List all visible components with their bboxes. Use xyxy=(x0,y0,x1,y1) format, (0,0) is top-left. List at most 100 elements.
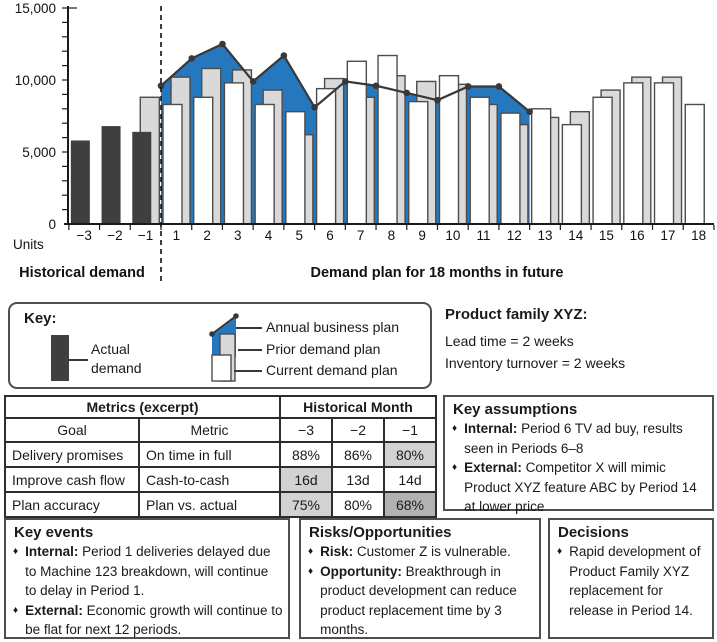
historical-caption: Historical demand xyxy=(19,265,145,281)
y-tick-label: 10,000 xyxy=(15,73,56,88)
key-title: Key: xyxy=(24,310,57,327)
risks-opportunities-title: Risks/Opportunities xyxy=(309,524,452,541)
x-tick-label: 3 xyxy=(234,228,242,243)
future-caption: Demand plan for 18 months in future xyxy=(311,265,564,281)
plans-swatch-icon xyxy=(209,313,239,382)
list-item: ♦ Opportunity: Breakthrough in product d… xyxy=(301,562,539,640)
list-item: ♦ Internal: Period 6 TV ad buy, results … xyxy=(445,419,712,458)
key-connector xyxy=(234,370,262,372)
col-header-metric: Metric xyxy=(138,417,281,443)
bar-current-plan xyxy=(223,82,245,225)
decisions-title: Decisions xyxy=(558,524,629,541)
metrics-table: Metrics (excerpt) Historical Month Goal … xyxy=(4,395,437,518)
annual-plan-marker xyxy=(280,52,288,59)
list-item: ♦ Risk: Customer Z is vulnerable. xyxy=(301,542,539,562)
value-cell: 68% xyxy=(383,491,437,518)
x-tick-label: 10 xyxy=(445,228,460,243)
metric-cell: On time in full xyxy=(138,441,281,468)
key-prior-label: Prior demand plan xyxy=(266,341,381,357)
metrics-header-left: Metrics (excerpt) xyxy=(4,395,281,419)
x-tick-label: 1 xyxy=(173,228,181,243)
annual-plan-marker xyxy=(342,78,349,85)
x-tick-label: 5 xyxy=(295,228,303,243)
annual-business-plan-area xyxy=(161,44,530,224)
col-header-m3: −3 xyxy=(279,417,333,443)
bar-current-plan xyxy=(193,96,214,225)
bar-current-plan xyxy=(530,108,552,225)
value-cell: 75% xyxy=(279,491,333,518)
diamond-bullet-icon: ♦ xyxy=(557,546,563,557)
key-current-label: Current demand plan xyxy=(266,362,398,378)
list-item: ♦ External: Economic growth will continu… xyxy=(6,601,288,640)
annual-plan-marker xyxy=(188,55,196,62)
goal-cell: Plan accuracy xyxy=(4,491,140,518)
actual-demand-swatch-icon xyxy=(51,335,69,381)
col-header-m1: −1 xyxy=(383,417,437,443)
key-connector xyxy=(238,349,262,351)
x-tick-label: −3 xyxy=(76,228,91,243)
bar-current-plan xyxy=(469,96,490,225)
x-tick-label: 4 xyxy=(265,228,273,243)
col-header-goal: Goal xyxy=(4,417,140,443)
product-family-lead-time: Lead time = 2 weeks xyxy=(445,333,574,349)
bar-current-plan xyxy=(162,103,183,225)
value-cell: 86% xyxy=(331,441,385,468)
units-label: Units xyxy=(13,237,44,252)
x-tick-label: 9 xyxy=(418,228,426,243)
metric-cell: Plan vs. actual xyxy=(138,491,281,518)
product-family-block: Product family XYZ: Lead time = 2 weeks … xyxy=(445,306,713,374)
table-row: Improve cash flow Cash-to-cash 16d 13d 1… xyxy=(4,466,437,493)
annual-plan-marker xyxy=(249,78,257,85)
bar-current-plan xyxy=(561,123,583,225)
bar-current-plan xyxy=(254,103,275,225)
bar-current-plan xyxy=(377,54,398,225)
annual-plan-marker xyxy=(403,89,411,97)
bar-current-plan xyxy=(592,96,613,225)
key-assumptions-title: Key assumptions xyxy=(453,401,578,418)
metric-cell: Cash-to-cash xyxy=(138,466,281,493)
key-events-title: Key events xyxy=(14,524,94,541)
y-tick-label: 15,000 xyxy=(15,1,56,16)
x-tick-label: 7 xyxy=(357,228,365,243)
y-tick-label: 5,000 xyxy=(22,145,56,160)
annual-plan-marker xyxy=(219,40,226,48)
x-tick-label: 8 xyxy=(388,228,396,243)
x-tick-label: 2 xyxy=(203,228,211,243)
annual-plan-marker xyxy=(434,96,441,104)
list-item: ♦ External: Competitor X will mimic Prod… xyxy=(445,458,712,517)
list-item: ♦ Internal: Period 1 deliveries delayed … xyxy=(6,542,288,601)
annual-plan-marker xyxy=(526,108,533,115)
key-annual-label: Annual business plan xyxy=(266,319,400,335)
key-box: Key: Actual demand Annual business plan … xyxy=(8,302,432,389)
bar-actual-demand xyxy=(132,131,152,224)
goal-cell: Delivery promises xyxy=(4,441,140,468)
risks-opportunities-box: Risks/Opportunities ♦ Risk: Customer Z i… xyxy=(299,518,541,639)
annual-plan-marker xyxy=(495,83,503,90)
annual-plan-marker xyxy=(157,82,165,90)
value-cell: 80% xyxy=(383,441,437,468)
y-tick-label: 0 xyxy=(48,217,56,232)
key-assumptions-box: Key assumptions ♦ Internal: Period 6 TV … xyxy=(443,395,714,514)
diamond-bullet-icon: ♦ xyxy=(452,423,458,434)
metrics-header-right: Historical Month xyxy=(279,395,437,419)
bar-current-plan xyxy=(346,60,368,225)
x-tick-label: 15 xyxy=(599,228,614,243)
x-tick-label: −1 xyxy=(138,228,153,243)
bar-actual-demand xyxy=(101,126,121,224)
bar-current-plan xyxy=(285,110,306,225)
x-tick-label: 11 xyxy=(477,228,491,243)
list-item: ♦ Rapid development of Product Family XY… xyxy=(550,542,712,620)
value-cell: 80% xyxy=(331,491,385,518)
diamond-bullet-icon: ♦ xyxy=(308,565,314,577)
decisions-box: Decisions ♦ Rapid development of Product… xyxy=(548,518,714,639)
value-cell: 16d xyxy=(279,466,333,493)
product-family-title: Product family XYZ: xyxy=(445,306,588,323)
bar-current-plan xyxy=(653,82,675,225)
current-plan-swatch xyxy=(211,354,232,382)
x-tick-label: 13 xyxy=(537,228,552,243)
bar-current-plan xyxy=(408,100,429,225)
bar-actual-demand xyxy=(70,140,90,224)
annual-plan-marker xyxy=(464,83,472,90)
